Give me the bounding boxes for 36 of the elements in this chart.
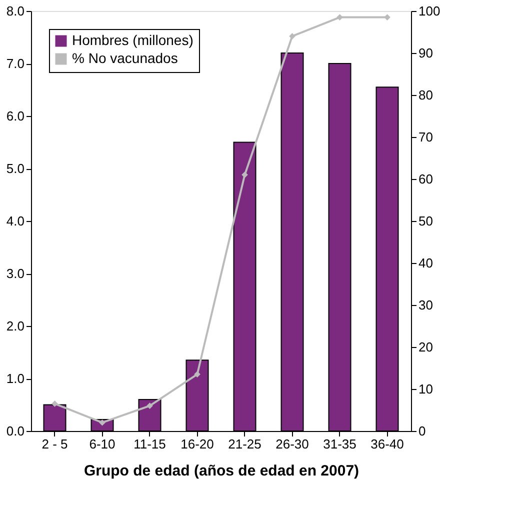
point [146, 402, 153, 409]
y-tick-label: 5.0 [6, 161, 24, 176]
point [289, 33, 296, 40]
x-tick-label: 11-15 [134, 436, 166, 452]
y2-tick-label: 60 [418, 172, 433, 186]
y2-tick-label: 0 [418, 424, 426, 438]
x-tick-label: 16-20 [180, 436, 214, 452]
y-tick-label: 4.0 [6, 214, 24, 228]
y2-tick-label: 10 [418, 382, 433, 396]
y2-tick-label: 40 [418, 256, 433, 270]
y-tick-label: 0.0 [6, 424, 24, 438]
y-tick-label: 1.0 [6, 371, 24, 386]
y2-tick-label: 90 [418, 46, 433, 60]
x-tick-label: 26-30 [276, 436, 309, 452]
point [52, 400, 58, 407]
x-tick-label: 31-35 [323, 436, 356, 452]
legend-label: Hombres (millones) [72, 32, 194, 48]
y2-tick-label: 50 [418, 214, 433, 228]
y-tick-label: 7.0 [6, 56, 24, 71]
point [194, 371, 200, 378]
y-tick-label: 8.0 [6, 4, 24, 18]
x-tick-label: 21-25 [228, 436, 262, 452]
y-tick-label: 3.0 [6, 266, 24, 281]
x-tick-label: 6-10 [89, 436, 116, 452]
y2-tick-label: 20 [418, 340, 433, 354]
x-tick-label: 2 - 5 [42, 436, 68, 452]
y2-tick-label: 70 [418, 130, 433, 144]
y2-tick-label: 30 [418, 298, 433, 312]
legend-label: % No vacunados [72, 50, 178, 66]
x-axis-title: Grupo de edad (años de edad en 2007) [84, 462, 360, 480]
x-tick-label: 36-40 [370, 436, 404, 452]
y-tick-label: 6.0 [6, 108, 24, 124]
y2-tick-label: 100 [418, 4, 440, 18]
point [242, 172, 248, 178]
y-tick-label: 2.0 [6, 318, 24, 334]
y2-tick-label: 80 [418, 88, 433, 102]
